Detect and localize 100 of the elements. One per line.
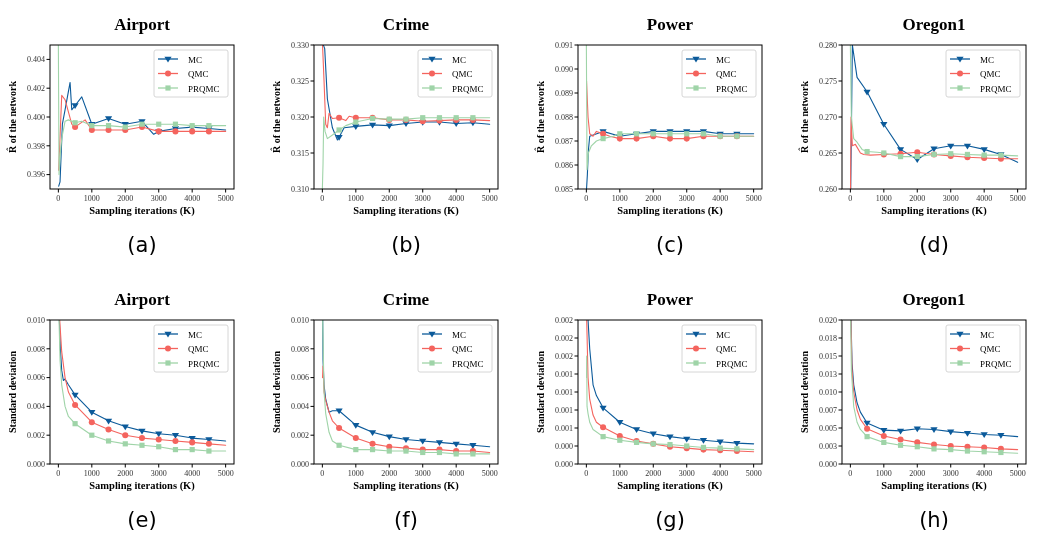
y-tick-label: 0.020 — [819, 315, 837, 325]
y-tick-label: 0.006 — [27, 373, 45, 383]
x-axis-title: Sampling iterations (K) — [881, 480, 988, 492]
chart-title: Crime — [382, 15, 430, 34]
text: (b) — [391, 233, 421, 257]
x-axis-title: Sampling iterations (K) — [617, 205, 724, 217]
x-axis-title: Sampling iterations (K) — [89, 480, 196, 492]
x-tick-label: 4000 — [184, 469, 201, 478]
y-tick-label: 0.010 — [291, 315, 309, 325]
x-tick-label: 5000 — [1009, 469, 1026, 478]
y-axis-title: Standard deviation — [271, 350, 282, 433]
text: (e) — [127, 508, 157, 532]
x-tick-label: 0 — [584, 469, 589, 478]
y-tick-label: 0.310 — [291, 184, 309, 194]
y-tick-label: 0.001 — [555, 387, 573, 397]
y-tick-label: 0.086 — [555, 160, 573, 170]
x-tick-label: 0 — [56, 469, 61, 478]
x-tick-label: 2000 — [381, 194, 398, 203]
x-axis-title: Sampling iterations (K) — [881, 205, 988, 217]
x-tick-label: 2000 — [117, 469, 134, 478]
y-tick-label: 0.087 — [555, 136, 573, 146]
y-tick-label: 0.000 — [555, 459, 573, 469]
legend-label: PRQMC — [980, 358, 1012, 369]
y-tick-label: 0.402 — [27, 84, 45, 93]
chart-title: Airport — [114, 15, 171, 34]
y-tick-label: 0.001 — [555, 405, 573, 415]
x-tick-label: 3000 — [678, 194, 695, 203]
x-tick-label: 0 — [584, 194, 589, 203]
legend-label: QMC — [188, 344, 209, 354]
y-tick-label: 0.010 — [819, 387, 837, 397]
y-tick-label: 0.002 — [291, 431, 309, 440]
x-tick-label: 1000 — [347, 469, 364, 478]
y-tick-label: 0.315 — [291, 148, 309, 158]
y-tick-label: 0.008 — [291, 344, 309, 354]
chart-title: Power — [646, 15, 694, 34]
y-tick-label: 0.000 — [555, 441, 573, 451]
y-tick-label: 0.015 — [819, 351, 837, 361]
x-tick-label: 2000 — [909, 194, 926, 203]
y-axis-title: Standard deviation — [535, 350, 546, 433]
y-tick-label: 0.325 — [291, 76, 309, 86]
legend-label: PRQMC — [716, 83, 748, 94]
y-tick-label: 0.001 — [555, 369, 573, 379]
y-tick-label: 0.007 — [819, 405, 837, 415]
legend-label: PRQMC — [452, 358, 484, 369]
y-tick-label: 0.089 — [555, 88, 573, 98]
y-tick-label: 0.002 — [555, 333, 573, 343]
x-tick-label: 2000 — [645, 469, 662, 478]
y-tick-label: 0.088 — [555, 112, 573, 122]
y-tick-label: 0.270 — [819, 112, 837, 122]
x-tick-label: 1000 — [83, 469, 100, 478]
x-tick-label: 4000 — [448, 469, 465, 478]
legend-label: PRQMC — [980, 83, 1012, 94]
x-tick-label: 2000 — [117, 194, 134, 203]
y-tick-label: 0.000 — [819, 459, 837, 469]
x-tick-label: 4000 — [448, 194, 465, 203]
x-tick-label: 5000 — [481, 194, 498, 203]
y-tick-label: 0.002 — [555, 351, 573, 361]
chart-title: Crime — [382, 290, 430, 309]
y-tick-label: 0.008 — [27, 344, 45, 354]
y-tick-label: 0.005 — [819, 423, 837, 433]
y-tick-label: 0.275 — [819, 76, 837, 86]
y-tick-label: 0.085 — [555, 184, 573, 194]
legend-label: QMC — [452, 69, 473, 79]
y-axis-title: R̂ of the network — [270, 80, 282, 153]
x-tick-label: 5000 — [217, 194, 234, 203]
y-tick-label: 0.000 — [291, 459, 309, 469]
legend-label: QMC — [980, 69, 1001, 79]
legend-label: QMC — [716, 69, 737, 79]
x-tick-label: 3000 — [942, 194, 959, 203]
legend-label: MC — [188, 329, 203, 340]
x-tick-label: 0 — [56, 194, 61, 203]
x-tick-label: 3000 — [942, 469, 959, 478]
legend-label: QMC — [716, 344, 737, 354]
y-tick-label: 0.002 — [555, 315, 573, 325]
text: (h) — [919, 508, 949, 532]
x-tick-label: 0 — [848, 194, 853, 203]
legend-label: QMC — [188, 69, 209, 79]
x-tick-label: 1000 — [875, 194, 892, 203]
text: (d) — [919, 233, 949, 257]
x-axis-title: Sampling iterations (K) — [617, 480, 724, 492]
y-tick-label: 0.404 — [27, 55, 45, 65]
legend-label: MC — [716, 54, 731, 65]
legend-label: PRQMC — [188, 83, 220, 94]
y-tick-label: 0.018 — [819, 333, 837, 343]
x-axis-title: Sampling iterations (K) — [89, 205, 196, 217]
x-tick-label: 1000 — [611, 469, 628, 478]
legend-label: MC — [452, 329, 467, 340]
y-axis-title: Standard deviation — [7, 350, 18, 433]
x-tick-label: 1000 — [611, 194, 628, 203]
x-tick-label: 4000 — [712, 194, 729, 203]
y-tick-label: 0.001 — [555, 423, 573, 433]
y-axis-title: R̂ of the network — [798, 80, 810, 153]
y-tick-label: 0.010 — [27, 315, 45, 325]
x-tick-label: 5000 — [1009, 194, 1026, 203]
y-tick-label: 0.003 — [819, 441, 837, 451]
chart-title: Power — [646, 290, 694, 309]
x-tick-label: 0 — [320, 469, 325, 478]
x-tick-label: 1000 — [875, 469, 892, 478]
y-tick-label: 0.330 — [291, 40, 309, 50]
chart-title: Oregon1 — [902, 290, 966, 309]
